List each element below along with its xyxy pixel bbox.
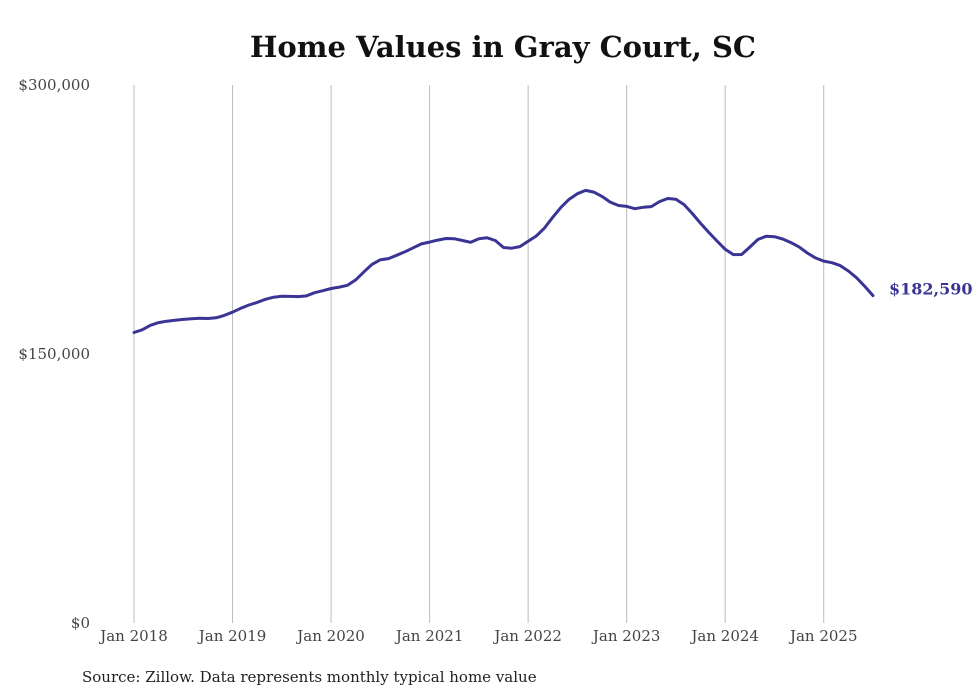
x-tick-label: Jan 2025: [788, 627, 858, 645]
x-tick-label: Jan 2019: [197, 627, 267, 645]
source-note: Source: Zillow. Data represents monthly …: [82, 668, 537, 686]
x-tick-label: Jan 2020: [295, 627, 365, 645]
x-tick-label: Jan 2023: [591, 627, 661, 645]
series-line-home-value: [132, 188, 875, 334]
x-tick-label: Jan 2021: [394, 627, 464, 645]
chart-title: Home Values in Gray Court, SC: [250, 30, 756, 64]
gridlines: [133, 85, 825, 623]
x-tick-label: Jan 2022: [492, 627, 562, 645]
x-tick-label: Jan 2018: [98, 627, 168, 645]
y-tick-label: $150,000: [18, 345, 90, 363]
x-axis-tick-labels: Jan 2018 Jan 2019 Jan 2020 Jan 2021 Jan 2022…: [98, 627, 857, 645]
y-axis-tick-labels: $0 $150,000 $300,000: [18, 76, 90, 632]
y-tick-label: $0: [71, 614, 90, 632]
x-tick-label: Jan 2024: [689, 627, 759, 645]
end-value-label: $182,590: [889, 280, 973, 299]
y-tick-label: $300,000: [18, 76, 90, 94]
